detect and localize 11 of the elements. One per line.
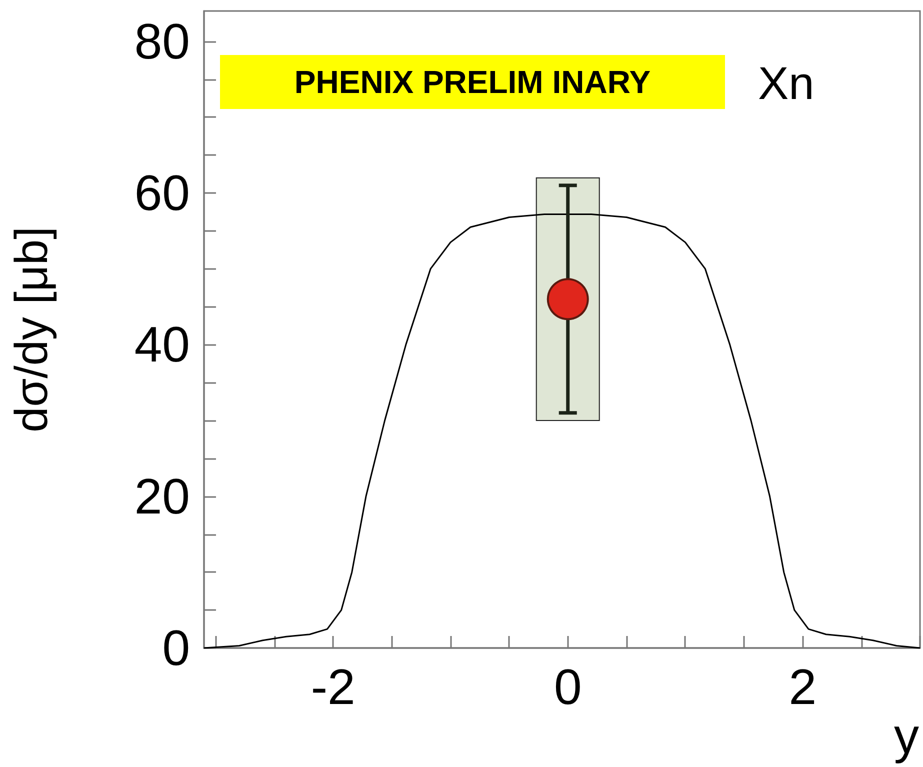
x-tick-label: 2 [788,659,817,715]
annotation: Xn [758,57,814,109]
y-tick-label: 60 [134,165,190,221]
y-tick-label: 0 [162,620,190,676]
x-tick-label: 0 [554,659,582,715]
y-tick-label: 80 [134,13,190,70]
y-tick-label: 40 [134,316,190,373]
y-axis-title: dσ/dy [μb] [5,226,57,432]
x-axis-title: y [894,708,919,764]
x-tick-label: -2 [310,659,356,715]
y-tick-label: 20 [134,468,190,524]
